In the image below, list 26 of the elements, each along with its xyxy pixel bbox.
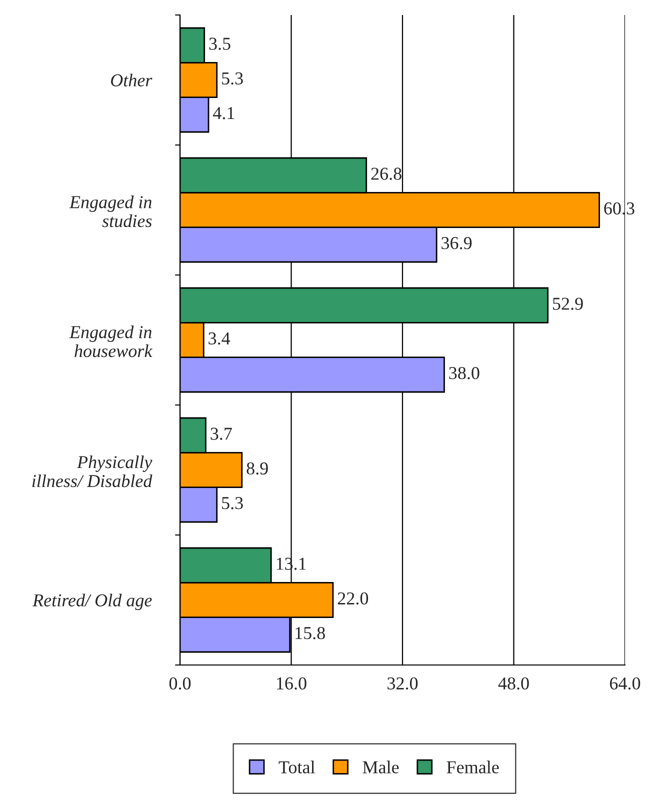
- y-tick-label: Physically illness/ Disabled: [32, 456, 152, 488]
- y-tick-label: Other: [111, 74, 152, 86]
- data-label: 3.7: [210, 428, 232, 440]
- data-label: 8.9: [246, 462, 268, 475]
- y-tick-label: Engaged in housework: [69, 326, 152, 358]
- data-label: 52.9: [553, 298, 583, 310]
- data-label: 3.5: [209, 38, 230, 50]
- data-label: 22.0: [338, 592, 368, 605]
- data-label: 15.8: [296, 627, 325, 640]
- y-tick-label: Engaged in studies: [69, 196, 152, 228]
- x-tick-label: 0.0: [169, 677, 191, 690]
- legend-label: Total: [278, 760, 315, 774]
- x-tick-label: 32.0: [388, 677, 418, 690]
- x-tick-label: 16.0: [277, 677, 306, 690]
- data-label: 26.8: [371, 168, 402, 180]
- y-tick-label: Retired/ Old age: [32, 594, 152, 610]
- data-label: 5.3: [222, 72, 243, 85]
- data-label: 38.0: [449, 367, 480, 380]
- data-label: 3.4: [208, 332, 230, 345]
- legend-label: Male: [362, 760, 399, 774]
- x-tick-label: 48.0: [498, 677, 529, 690]
- data-label: 36.9: [442, 237, 472, 250]
- legend-label: Female: [446, 760, 499, 774]
- data-label: 5.3: [222, 497, 243, 510]
- data-label: 4.1: [213, 107, 234, 120]
- x-tick-label: 64.0: [610, 677, 640, 690]
